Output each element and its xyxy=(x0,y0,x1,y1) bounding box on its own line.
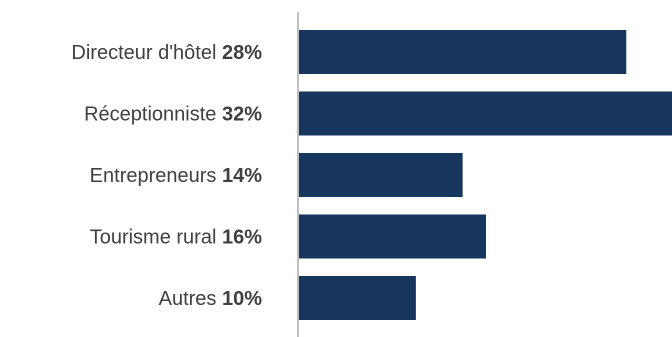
category-label-4: Autres 10% xyxy=(159,288,263,310)
category-name: Réceptionniste xyxy=(84,104,222,126)
category-label-1: Réceptionniste 32% xyxy=(84,104,262,126)
value-label: 28% xyxy=(222,42,262,64)
category-label-2: Entrepreneurs 14% xyxy=(90,165,263,187)
bar-3 xyxy=(299,214,486,259)
bars-group xyxy=(299,30,672,320)
value-label: 10% xyxy=(222,288,262,310)
bar-4 xyxy=(299,276,416,320)
category-name: Directeur d'hôtel xyxy=(71,42,222,64)
value-label: 16% xyxy=(222,227,262,249)
bar-1 xyxy=(299,91,672,136)
bar-0 xyxy=(299,30,627,74)
category-name: Entrepreneurs xyxy=(90,165,222,187)
value-label: 14% xyxy=(222,165,262,187)
bar-2 xyxy=(299,153,463,197)
value-label: 32% xyxy=(222,104,262,126)
category-name: Tourisme rural xyxy=(90,227,222,249)
category-label-0: Directeur d'hôtel 28% xyxy=(71,42,262,64)
category-label-3: Tourisme rural 16% xyxy=(90,227,263,249)
category-name: Autres xyxy=(159,288,222,310)
category-labels-group: Directeur d'hôtel 28% Réceptionniste 32% E… xyxy=(71,42,262,310)
